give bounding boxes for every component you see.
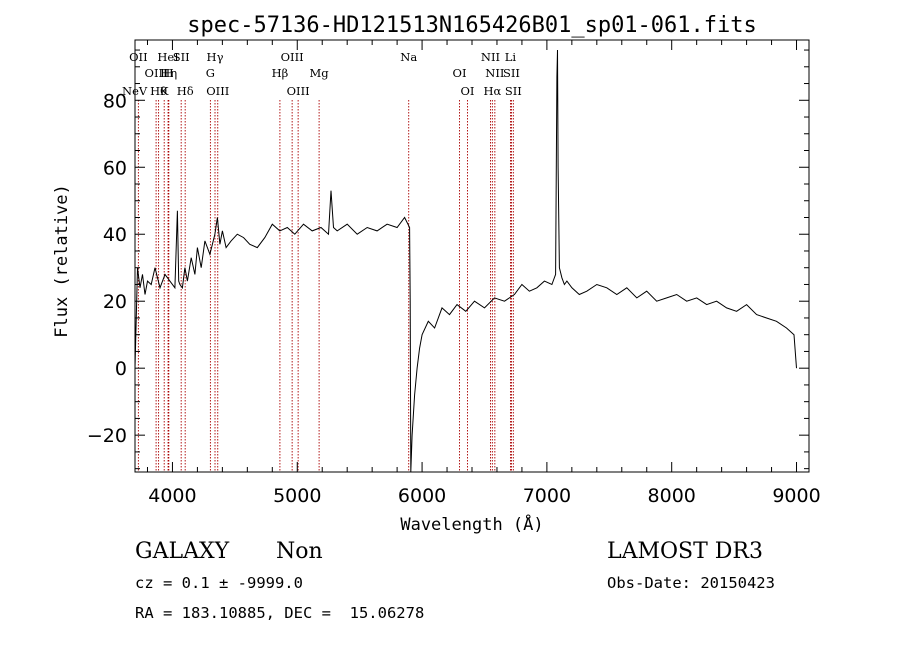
y-tick-label: 80	[103, 90, 127, 112]
x-tick-label: 5000	[273, 485, 321, 507]
spectral-line-label: OIII	[145, 66, 168, 80]
y-tick-label: 40	[103, 224, 127, 246]
spectral-line-label: Hη	[160, 66, 177, 80]
spectral-line-label: Hγ	[207, 50, 224, 64]
plot-frame	[134, 39, 810, 473]
spectral-line-label: OI	[453, 66, 467, 80]
axis-ticks: 4000 5000 6000 7000 8000 9000 −20 0 20 40 60 80	[87, 40, 821, 507]
spectral-line-label: OIII	[206, 84, 229, 98]
observation-date: Obs-Date: 20150423	[607, 574, 775, 592]
y-tick-label: 0	[115, 358, 127, 380]
redshift-line: cz = 0.1 ± -9999.0	[135, 574, 303, 592]
spectral-line-label: HeI	[157, 50, 178, 64]
spectrum-chart: spec-57136-HD121513N165426B01_sp01-061.f…	[52, 13, 821, 535]
spectral-line-label: Mg	[310, 66, 330, 80]
spectral-line-label: Hα	[483, 84, 501, 98]
x-tick-label: 8000	[648, 485, 696, 507]
x-tick-label: 7000	[523, 485, 571, 507]
spectrum-line	[134, 49, 797, 473]
x-tick-label: 9000	[772, 485, 820, 507]
coordinates-line: RA = 183.10885, DEC = 15.06278	[135, 604, 425, 622]
spectral-line-label: OII	[129, 50, 148, 64]
spectral-line-label: NII	[485, 66, 504, 80]
spectral-line-label: K	[160, 84, 169, 98]
y-tick-label: 60	[103, 157, 127, 179]
x-axis-label: Wavelength (Å)	[400, 513, 543, 535]
spectral-line-label: Hθ	[150, 84, 167, 98]
object-class: GALAXY	[135, 539, 230, 564]
object-subclass: Non	[276, 539, 323, 564]
x-tick-label: 6000	[398, 485, 446, 507]
y-axis-label: Flux (relative)	[52, 184, 72, 338]
survey-name: LAMOST DR3	[607, 539, 763, 564]
spectral-line-label: OI	[461, 84, 475, 98]
spectral-line-label: SII	[503, 66, 520, 80]
spectral-line-label: Hδ	[177, 84, 194, 98]
spectral-line-label: NII	[481, 50, 500, 64]
spectral-line-label: G	[206, 66, 215, 80]
x-tick-label: 4000	[148, 485, 196, 507]
chart-title: spec-57136-HD121513N165426B01_sp01-061.f…	[187, 13, 757, 38]
spectral-line-label: SII	[505, 84, 522, 98]
spectral-line-label: Na	[400, 50, 417, 64]
y-tick-label: −20	[87, 425, 127, 447]
spectral-line-label: OIII	[281, 50, 304, 64]
y-tick-label: 20	[103, 291, 127, 313]
spectral-line-label: Li	[505, 50, 517, 64]
spectral-line-label: Hβ	[272, 66, 289, 80]
spectral-line-label: SII	[173, 50, 190, 64]
spectral-line-label: OIII	[287, 84, 310, 98]
spectral-line-label: H	[164, 66, 174, 80]
